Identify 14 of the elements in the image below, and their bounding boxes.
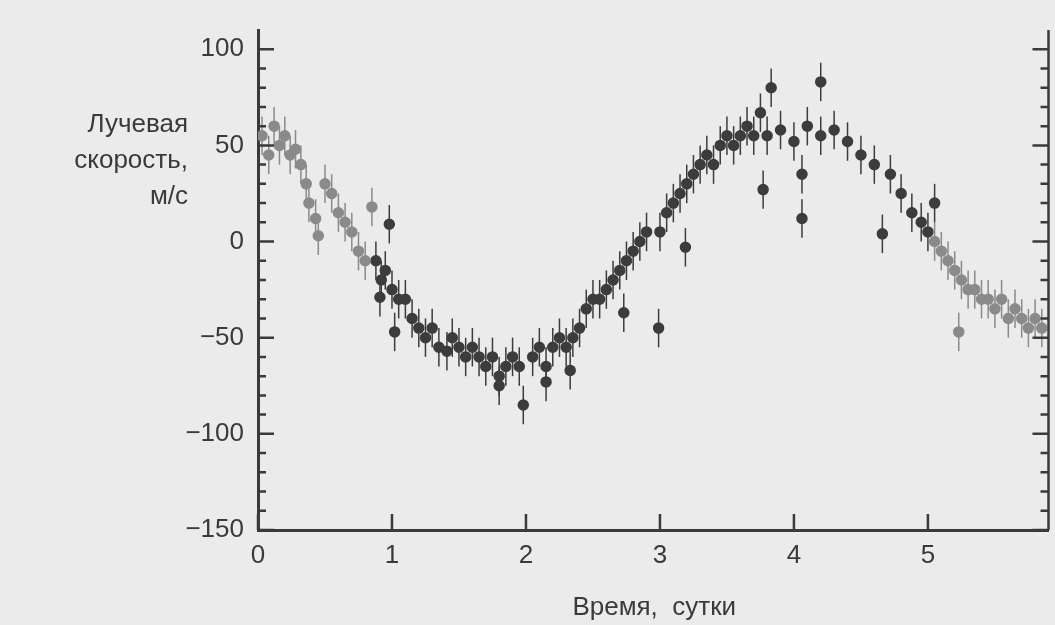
x-tick-label: 1 (384, 538, 400, 569)
y-tick-label: 100 (200, 32, 244, 63)
x-axis-title: Время, сутки (572, 591, 737, 621)
x-tick-label: 4 (786, 538, 802, 569)
y-tick-label: −50 (199, 320, 244, 351)
x-tick-label: 0 (250, 538, 266, 569)
y-tick-label: −150 (185, 513, 244, 544)
y-axis-title: Лучевая скорость, м/с (74, 108, 188, 210)
y-tick-label: 50 (215, 128, 244, 159)
y-tick-label: −100 (185, 417, 244, 448)
x-tick-label: 5 (920, 538, 936, 569)
x-tick-label: 2 (518, 538, 534, 569)
y-tick-label: 0 (229, 224, 244, 255)
x-tick-label: 3 (652, 538, 668, 569)
